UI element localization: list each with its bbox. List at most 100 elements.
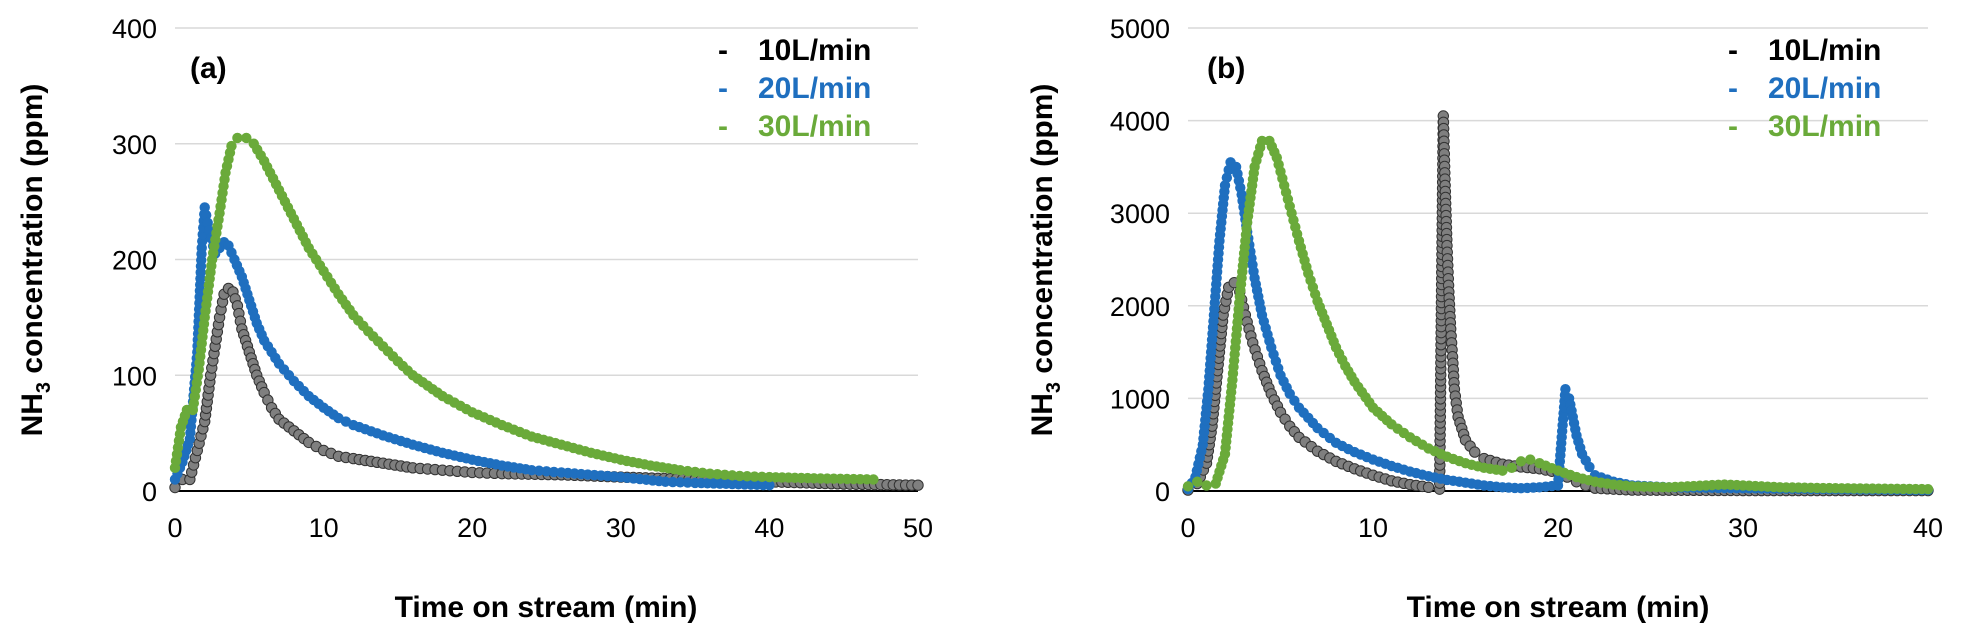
panel-b-y-axis-label: NH3 concentration (ppm) — [1026, 84, 1065, 437]
data-point — [202, 217, 213, 229]
data-point — [201, 209, 212, 221]
legend-marker: - — [1728, 34, 1738, 67]
data-point — [682, 477, 693, 488]
data-point — [199, 202, 210, 213]
data-point — [548, 466, 560, 478]
data-point — [1422, 481, 1435, 493]
panel-b-y-label-main: NH — [1026, 393, 1059, 436]
panel-b-y-tick-label: 1000 — [1110, 384, 1170, 414]
data-point — [675, 477, 686, 488]
legend-label: 10L/min — [1768, 34, 1881, 67]
panel-b-y-ticks: 0 1000 2000 3000 4000 5000 — [1110, 14, 1170, 507]
data-point — [533, 465, 545, 476]
panel-a-x-tick-label: 40 — [754, 513, 784, 543]
data-point — [1497, 465, 1508, 476]
legend-label: 30L/min — [1768, 110, 1881, 143]
data-point — [1525, 454, 1536, 465]
data-point — [1584, 461, 1595, 473]
data-point — [226, 140, 237, 152]
panel-a-y-axis-label: NH3 concentration (ppm) — [16, 84, 55, 437]
panel-a-y-tick-label: 100 — [112, 361, 157, 391]
panel-a-y-tick-label: 200 — [112, 246, 157, 276]
panel-a-series-2 — [169, 132, 879, 485]
panel-b-y-tick-label: 5000 — [1110, 14, 1170, 44]
data-point — [764, 480, 775, 491]
data-point — [1922, 483, 1934, 495]
panel-b-x-tick-label: 30 — [1728, 513, 1758, 543]
data-point — [734, 470, 745, 482]
panel-b-series-2 — [1182, 135, 1934, 495]
panel-b-x-tick-label: 40 — [1913, 513, 1943, 543]
panel-a-data-points — [169, 132, 924, 494]
data-point — [912, 479, 924, 491]
panel-a-x-tick-label: 30 — [606, 513, 636, 543]
legend-marker: - — [1728, 72, 1738, 105]
panel-a-x-tick-label: 20 — [457, 513, 487, 543]
panel-b-x-axis-label: Time on stream (min) — [1407, 591, 1710, 624]
panel-b-data-points — [1182, 110, 1934, 497]
panel-a-x-tick-label: 50 — [903, 513, 933, 543]
legend-label: 20L/min — [758, 72, 871, 105]
legend-marker: - — [1728, 110, 1738, 143]
data-point — [232, 132, 243, 144]
panel-b-x-tick-label: 20 — [1543, 513, 1573, 543]
panel-a-series-0 — [169, 282, 924, 494]
data-point — [660, 476, 671, 487]
panel-a-y-label-subscript: 3 — [33, 382, 55, 393]
legend-marker: - — [718, 72, 728, 105]
data-point — [667, 476, 679, 488]
panel-a-x-tick-label: 0 — [167, 513, 182, 543]
data-point — [526, 464, 537, 476]
panel-b-x-tick-label: 10 — [1358, 513, 1388, 543]
panel-b-y-tick-label: 0 — [1155, 477, 1170, 507]
panel-a-y-label-main: NH — [16, 393, 49, 436]
data-point — [1469, 446, 1481, 458]
panel-a-y-label-rest: concentration (ppm) — [16, 84, 49, 382]
panel-a-y-tick-label: 0 — [142, 477, 157, 507]
data-point — [1515, 456, 1527, 467]
panel-b-gridlines — [1188, 27, 1928, 400]
panel-b-y-tick-label: 2000 — [1110, 292, 1170, 322]
panel-b-series-1 — [1182, 157, 1934, 496]
legend-marker: - — [718, 110, 728, 143]
legend-label: 30L/min — [758, 110, 871, 143]
panel-a-label: (a) — [190, 52, 227, 85]
panel-a-gridlines — [175, 27, 918, 376]
data-point — [749, 471, 760, 482]
data-point — [719, 469, 731, 480]
data-point — [241, 132, 252, 144]
data-point — [1256, 135, 1268, 147]
panel-a-x-ticks: 0 10 20 30 40 50 — [167, 513, 933, 543]
panel-b-y-label-rest: concentration (ppm) — [1026, 84, 1059, 382]
data-point — [756, 471, 768, 483]
data-point — [1192, 476, 1203, 487]
panel-b-x-tick-label: 0 — [1180, 513, 1195, 543]
legend-label: 10L/min — [758, 34, 871, 67]
panel-a-y-tick-label: 400 — [112, 14, 157, 44]
panel-b-y-label-subscript: 3 — [1043, 382, 1065, 393]
panel-a-y-ticks: 0 100 200 300 400 — [112, 14, 157, 507]
data-point — [712, 469, 723, 480]
panel-b-legend: -10L/min- 20L/min- 30L/min — [1728, 34, 1881, 143]
panel-b-y-tick-label: 4000 — [1110, 107, 1170, 137]
data-point — [868, 474, 879, 485]
panel-a-series-1 — [169, 202, 775, 491]
data-point — [704, 468, 716, 479]
data-point — [727, 470, 738, 481]
data-point — [1201, 480, 1212, 491]
panel-a-y-tick-label: 300 — [112, 130, 157, 160]
panel-a-x-tick-label: 10 — [309, 513, 339, 543]
data-point — [1560, 383, 1571, 395]
legend-marker: - — [718, 34, 728, 67]
panel-b-y-tick-label: 3000 — [1110, 199, 1170, 229]
data-point — [741, 471, 753, 482]
data-point — [1182, 481, 1194, 492]
panel-b-x-ticks: 0 10 20 30 40 — [1180, 513, 1943, 543]
data-point — [541, 466, 552, 477]
data-point — [1506, 462, 1517, 474]
legend-label: 20L/min — [1768, 72, 1881, 105]
panel-b-label: (b) — [1207, 52, 1245, 85]
